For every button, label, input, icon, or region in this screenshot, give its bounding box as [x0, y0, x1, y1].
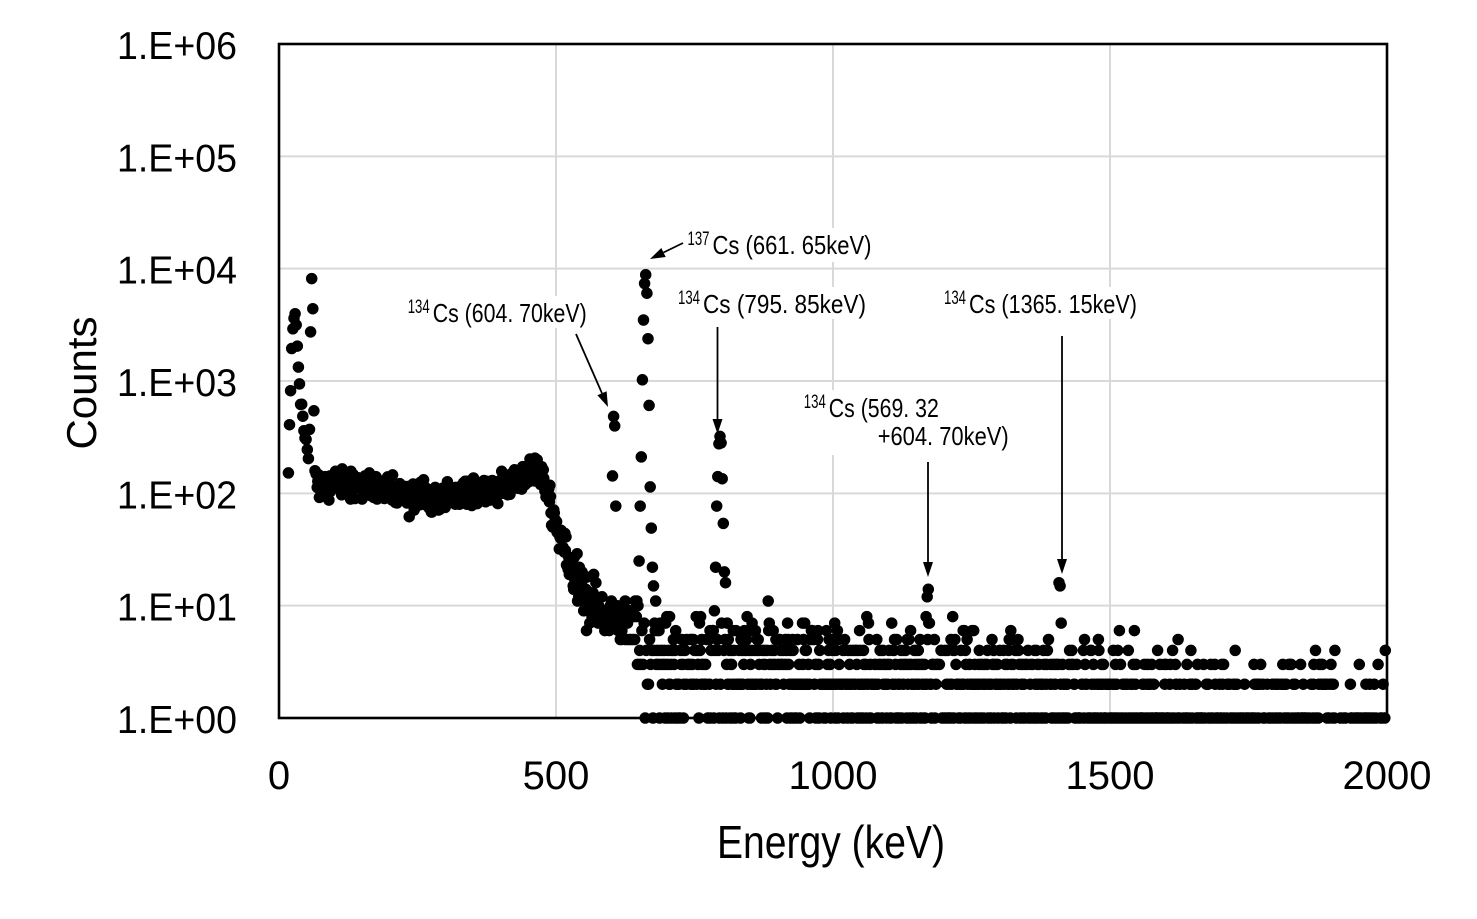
- svg-text:1.E+01: 1.E+01: [117, 587, 237, 630]
- svg-text:1000: 1000: [789, 754, 878, 798]
- svg-text:134: 134: [944, 288, 966, 309]
- svg-text:134: 134: [408, 297, 430, 318]
- svg-text:1.E+02: 1.E+02: [117, 474, 237, 517]
- svg-text:Cs (795. 85keV): Cs (795. 85keV): [703, 289, 866, 319]
- svg-text:1.E+03: 1.E+03: [117, 362, 237, 405]
- svg-text:Energy (keV): Energy (keV): [717, 816, 945, 868]
- svg-text:Counts: Counts: [58, 316, 105, 449]
- svg-text:1.E+06: 1.E+06: [117, 25, 237, 68]
- svg-text:2000: 2000: [1343, 754, 1432, 798]
- svg-text:Cs (661. 65keV): Cs (661. 65keV): [713, 230, 872, 260]
- svg-text:134: 134: [804, 392, 826, 413]
- svg-text:1.E+05: 1.E+05: [117, 137, 237, 180]
- svg-text:Cs (1365. 15keV): Cs (1365. 15keV): [969, 289, 1137, 319]
- svg-text:137: 137: [688, 229, 710, 250]
- svg-text:Cs (569. 32: Cs (569. 32: [829, 393, 939, 423]
- svg-text:0: 0: [268, 754, 290, 798]
- svg-text:1.E+04: 1.E+04: [117, 250, 237, 293]
- svg-text:500: 500: [523, 754, 590, 798]
- svg-text:134: 134: [678, 288, 700, 309]
- svg-text:+604. 70keV): +604. 70keV): [878, 421, 1009, 451]
- svg-text:1.E+00: 1.E+00: [117, 699, 237, 742]
- svg-text:1500: 1500: [1066, 754, 1155, 798]
- svg-text:Cs (604. 70keV): Cs (604. 70keV): [433, 298, 587, 328]
